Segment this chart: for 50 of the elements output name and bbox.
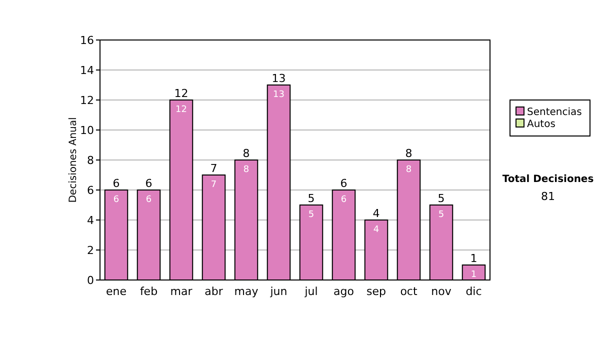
y-axis-title: Decisiones Anual (68, 117, 79, 203)
total-label: 6 (112, 177, 120, 190)
x-tick-label: jul (304, 285, 318, 298)
y-tick-label: 10 (80, 124, 94, 137)
total-label: 8 (242, 147, 250, 160)
data-label: 5 (438, 210, 444, 220)
text: Total Decisiones (502, 174, 594, 185)
legend-label: Sentencias (527, 107, 582, 118)
total-label: 6 (145, 177, 152, 190)
data-label: 6 (340, 195, 347, 205)
total-label: 7 (210, 162, 218, 175)
text: 81 (541, 190, 555, 203)
x-tick-label: oct (400, 285, 418, 298)
data-label: 6 (113, 195, 120, 205)
y-tick-label: 2 (87, 244, 94, 257)
y-tick-label: 14 (80, 64, 94, 77)
x-tick-label: ago (334, 285, 354, 298)
x-tick-label: jun (269, 285, 288, 298)
x-tick-label: sep (366, 285, 386, 298)
x-tick-label: ene (106, 285, 127, 298)
data-label: 5 (308, 210, 314, 220)
data-label: 1 (470, 270, 477, 280)
total-label: 4 (372, 207, 380, 220)
total-label: 5 (308, 192, 315, 205)
total-label: 8 (405, 147, 412, 160)
data-label: 8 (243, 165, 250, 175)
x-tick-label: mar (170, 285, 193, 298)
data-label: 4 (373, 225, 380, 235)
y-tick-label: 12 (80, 94, 94, 107)
y-tick-label: 0 (87, 274, 94, 287)
data-label: 12 (176, 105, 187, 115)
y-tick-label: 8 (87, 154, 94, 167)
data-label: 8 (406, 165, 412, 175)
total-label: 13 (272, 72, 286, 85)
x-tick-label: dic (466, 285, 482, 298)
data-label: 7 (210, 180, 217, 190)
y-tick-label: 6 (87, 184, 94, 197)
x-tick-label: abr (204, 285, 224, 298)
y-tick-label: 4 (87, 214, 94, 227)
y-tick-label: 16 (80, 34, 94, 47)
x-tick-label: nov (431, 285, 452, 298)
data-label: 13 (273, 90, 284, 100)
total-label: 12 (174, 87, 188, 100)
total-label: 5 (438, 192, 445, 205)
total-label: 1 (470, 252, 478, 265)
data-label: 6 (146, 195, 152, 205)
legend-label: Autos (527, 119, 556, 130)
x-tick-label: feb (140, 285, 158, 298)
x-tick-label: may (234, 285, 259, 298)
total-label: 6 (340, 177, 348, 190)
